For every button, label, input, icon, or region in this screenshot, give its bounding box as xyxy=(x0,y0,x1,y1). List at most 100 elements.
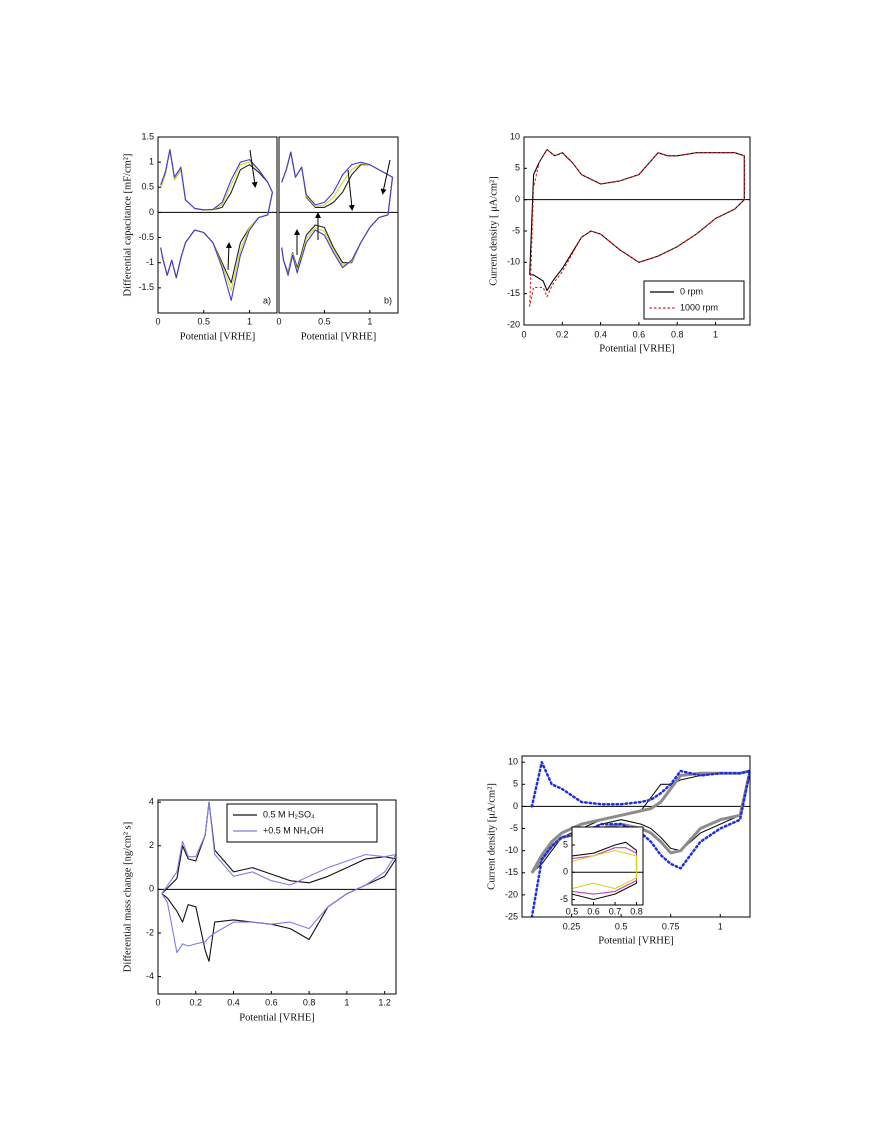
panel-label: b) xyxy=(384,295,392,305)
x-tick-label: 0.6 xyxy=(265,997,278,1007)
x-axis-label: Potential [VRHE] xyxy=(301,331,377,342)
x-tick-label: 1 xyxy=(247,316,252,326)
axes-frame xyxy=(571,826,644,906)
y-tick-label: -1.5 xyxy=(138,282,154,292)
series-group xyxy=(161,801,396,962)
y-tick-label: 5 xyxy=(513,779,518,789)
y-tick-label: -1 xyxy=(146,257,154,267)
legend-label: 1000 rpm xyxy=(680,302,718,312)
y-tick-label: -5 xyxy=(510,823,518,833)
y-tick-label: 5 xyxy=(563,839,568,849)
x-tick-label: 0.2 xyxy=(556,329,569,339)
arrow xyxy=(249,149,258,188)
x-tick-label: 0.7 xyxy=(609,906,622,916)
series-line xyxy=(572,849,638,890)
arrow xyxy=(225,242,232,271)
y-axis-label: Current density [ μA/cm²] xyxy=(488,176,499,285)
x-tick-label: 0.8 xyxy=(671,329,684,339)
y-tick-label: -5 xyxy=(560,894,568,904)
arrows xyxy=(225,149,391,271)
plot-area xyxy=(279,137,398,313)
figures: 1.5 1 0.5 0 -0.5 -1 -1.5 0 0.5 1 Potential [VRHE] D… xyxy=(122,131,751,1023)
axes-frame xyxy=(157,136,278,314)
series-line xyxy=(529,148,745,307)
y-tick-label: 2 xyxy=(149,840,154,850)
y-tick-label: 0 xyxy=(515,194,520,204)
series-group xyxy=(281,151,394,276)
axes-frame xyxy=(278,136,399,314)
x-tick-label: 0 xyxy=(155,997,160,1007)
arrow xyxy=(380,159,391,195)
x-tick-label: 0.6 xyxy=(587,906,600,916)
y-tick-label: -4 xyxy=(146,971,154,981)
series-group xyxy=(529,148,745,307)
y-axis-label: Current density [μA/cm²] xyxy=(486,783,497,890)
y-tick-label: 10 xyxy=(508,757,518,767)
axes-frame xyxy=(157,799,397,995)
x-tick-label: 0.5 xyxy=(566,906,579,916)
series-line xyxy=(281,151,394,276)
arrow xyxy=(347,169,355,211)
y-tick-label: -10 xyxy=(505,845,518,855)
y-tick-label: -15 xyxy=(507,288,520,298)
axes-frame xyxy=(521,755,751,918)
panel-label: a) xyxy=(263,295,271,305)
y-tick-label: -2 xyxy=(146,927,154,937)
legend-box xyxy=(226,803,378,843)
x-tick-label: 0.8 xyxy=(303,997,316,1007)
y-tick-label: 10 xyxy=(510,131,520,141)
y-tick-label: -10 xyxy=(507,257,520,267)
x-axis-label: Potential [VRHE] xyxy=(599,343,675,354)
y-tick-label: 0 xyxy=(513,801,518,811)
y-axis-label: Differential mass change [ng/cm² s] xyxy=(122,822,133,973)
x-axis-label: Potential [VRHE] xyxy=(180,331,256,342)
series-group xyxy=(160,149,273,301)
series-group xyxy=(572,841,638,901)
plot-area xyxy=(158,137,277,313)
series-line xyxy=(530,760,750,917)
y-tick-label: 5 xyxy=(515,163,520,173)
y-axis-label: Differential capacitance [mF/cm²] xyxy=(122,154,133,297)
y-tick-label: -5 xyxy=(512,225,520,235)
x-tick-label: 1 xyxy=(344,997,349,1007)
y-tick-label: -20 xyxy=(507,319,520,329)
chart: 1.5 1 0.5 0 -0.5 -1 -1.5 0 0.5 1 Potential [VRHE] D… xyxy=(122,131,278,342)
x-tick-label: 0.75 xyxy=(662,921,680,931)
x-tick-label: 0 xyxy=(521,329,526,339)
x-tick-label: 0.4 xyxy=(227,997,240,1007)
x-tick-label: 0.8 xyxy=(630,906,643,916)
x-axis-label: Potential [VRHE] xyxy=(239,1012,315,1023)
plot-area xyxy=(572,827,643,905)
x-tick-label: 1 xyxy=(718,921,723,931)
chart: 5 0 -5 0.5 0.6 0.7 0.8 xyxy=(560,826,644,916)
x-tick-label: 0.5 xyxy=(198,316,211,326)
y-tick-label: -25 xyxy=(505,911,518,921)
y-tick-label: -0.5 xyxy=(138,232,154,242)
x-tick-label: 1.2 xyxy=(378,997,391,1007)
x-tick-label: 0.6 xyxy=(633,329,646,339)
legend-label: 0 rpm xyxy=(680,286,703,296)
y-tick-label: 1.5 xyxy=(141,131,154,141)
x-axis-label: Potential [VRHE] xyxy=(598,935,674,946)
x-tick-label: 1 xyxy=(713,329,718,339)
y-tick-label: -15 xyxy=(505,867,518,877)
x-tick-label: 1 xyxy=(367,316,372,326)
x-tick-label: 0.25 xyxy=(563,921,581,931)
y-tick-label: 1 xyxy=(149,157,154,167)
chart: 0 0.5 1 Potential [VRHE] b) xyxy=(276,136,399,342)
series-line xyxy=(160,149,273,301)
x-tick-label: 0.4 xyxy=(594,329,607,339)
x-tick-label: 0.5 xyxy=(318,316,331,326)
legend-label: +0.5 M NH₄OH xyxy=(263,825,323,835)
legend-box xyxy=(643,280,745,320)
y-tick-label: 0.5 xyxy=(141,182,154,192)
x-tick-label: 0 xyxy=(155,316,160,326)
y-tick-label: -20 xyxy=(505,889,518,899)
legend-label: 0.5 M H₂SO₄ xyxy=(263,809,315,819)
series-line xyxy=(161,801,396,954)
y-tick-label: 0 xyxy=(149,207,154,217)
y-tick-label: 0 xyxy=(149,884,154,894)
y-tick-label: 0 xyxy=(563,867,568,877)
x-tick-label: 0.2 xyxy=(190,997,203,1007)
